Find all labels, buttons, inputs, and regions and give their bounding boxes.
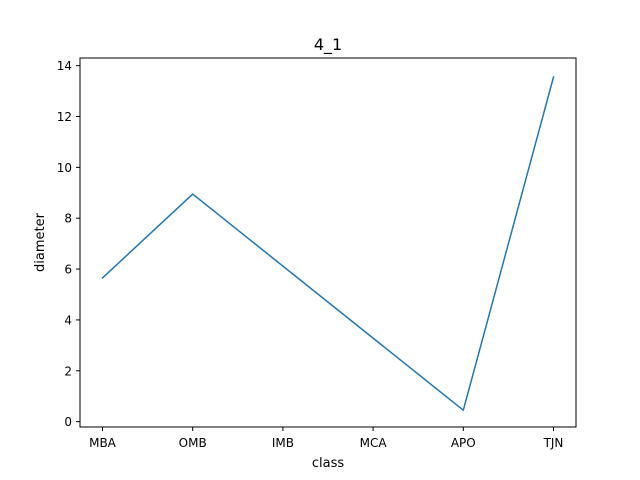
series-line [101,76,555,411]
y-tick-label: 14 [57,59,72,73]
y-tick-label: 0 [64,415,72,429]
y-tick-label: 4 [64,313,72,327]
y-tick-label: 2 [64,364,72,378]
y-tick-label: 6 [64,263,72,277]
chart-title: 4_1 [314,35,342,55]
x-tick-label: TJN [543,436,564,450]
x-tick-label: OMB [179,436,207,450]
x-tick-label: MBA [89,436,117,450]
y-axis-label: diameter [33,212,48,272]
plot-area-frame [79,57,577,428]
y-tick-label: 10 [57,161,72,175]
y-tick-label: 8 [64,212,72,226]
y-tick-label: 12 [57,110,72,124]
x-axis-label: class [312,456,344,471]
x-tick-label: MCA [360,436,388,450]
x-tick-label: IMB [272,436,294,450]
x-tick-label: APO [451,436,476,450]
